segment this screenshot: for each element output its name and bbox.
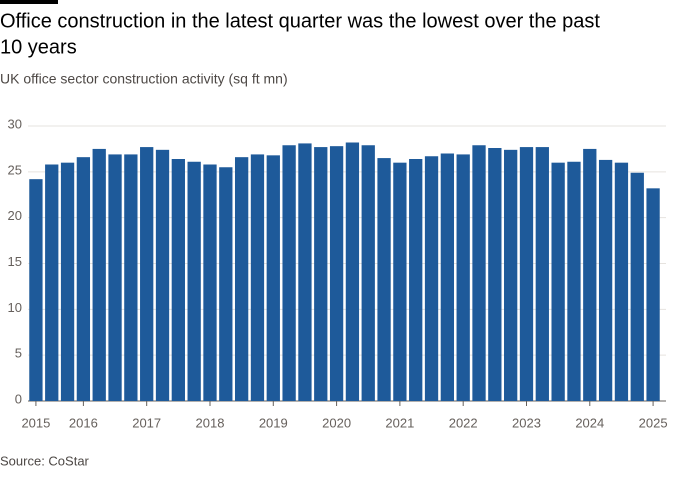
bar (203, 164, 217, 401)
bar (361, 145, 375, 401)
bar (329, 146, 344, 401)
x-tick-label: 2025 (639, 415, 668, 430)
bar (219, 167, 233, 401)
chart-title: Office construction in the latest quarte… (0, 10, 600, 32)
bar (314, 147, 328, 401)
y-tick-label: 25 (8, 162, 22, 177)
x-tick-label: 2016 (69, 415, 98, 430)
bar (298, 143, 312, 401)
x-tick-label: 2018 (196, 415, 225, 430)
bar (171, 159, 185, 401)
x-tick-label: 2023 (512, 415, 541, 430)
x-tick-label: 2021 (385, 415, 414, 430)
bar (234, 157, 249, 401)
bar (409, 159, 423, 401)
bar (630, 172, 644, 401)
bar (488, 148, 502, 401)
bar (250, 154, 265, 401)
bar (598, 159, 613, 401)
bar (187, 161, 201, 401)
bar (45, 164, 59, 401)
bar (266, 155, 280, 401)
bar (377, 158, 391, 401)
bar (567, 161, 581, 401)
x-tick-label: 2019 (259, 415, 288, 430)
y-tick-label: 20 (8, 208, 22, 223)
bar (646, 188, 660, 401)
y-tick-label: 0 (15, 391, 22, 406)
bar (345, 142, 360, 401)
bar (282, 145, 296, 401)
bar (424, 156, 439, 401)
bar (124, 154, 138, 401)
bar (155, 149, 170, 401)
brand-bar (0, 0, 58, 4)
y-tick-label: 15 (8, 254, 22, 269)
bar (535, 147, 549, 401)
bar (440, 153, 455, 401)
bar (472, 145, 486, 401)
bar (29, 179, 43, 401)
x-tick-label: 2022 (449, 415, 478, 430)
y-tick-label: 10 (8, 300, 22, 315)
bar (583, 148, 597, 401)
x-tick-label: 2017 (132, 415, 161, 430)
bar (614, 162, 629, 401)
y-tick-label: 30 (8, 116, 22, 131)
bar (76, 157, 91, 401)
bar (60, 162, 75, 401)
bar (140, 147, 154, 401)
bar (456, 154, 470, 401)
bar (108, 154, 122, 401)
source: Source: CoStar (0, 453, 90, 468)
bar (551, 162, 565, 401)
bar (504, 149, 518, 401)
y-tick-label: 5 (15, 346, 22, 361)
x-tick-label: 2024 (575, 415, 604, 430)
bar (393, 162, 407, 401)
x-tick-label: 2015 (21, 415, 50, 430)
chart-subtitle: UK office sector construction activity (… (0, 71, 288, 87)
bar (92, 148, 106, 401)
chart-title: 10 years (0, 36, 77, 58)
bar (519, 147, 534, 401)
x-tick-label: 2020 (322, 415, 351, 430)
